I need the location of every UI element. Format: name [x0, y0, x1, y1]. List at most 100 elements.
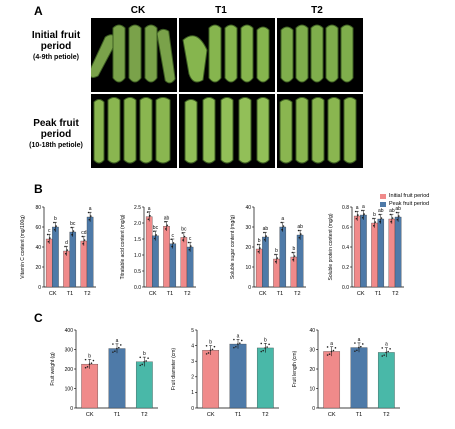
- bar: [63, 250, 70, 288]
- data-point: [143, 360, 145, 363]
- data-point: [92, 359, 95, 362]
- bar: [52, 226, 59, 288]
- y-tick-label: 0.0: [342, 285, 349, 291]
- data-point: [358, 346, 360, 349]
- data-point: [149, 214, 151, 217]
- y-tick-label: 0.2: [342, 265, 349, 271]
- data-point: [55, 225, 57, 227]
- row-label-line1: Peak fruit: [33, 118, 79, 129]
- data-point: [355, 217, 358, 220]
- data-point: [391, 217, 394, 219]
- data-point: [389, 348, 391, 350]
- data-point: [139, 364, 142, 367]
- significance-letter: a: [148, 206, 151, 212]
- y-axis-label: Titratable acid content (mg/g): [120, 214, 126, 279]
- data-point: [183, 235, 186, 238]
- data-point: [112, 351, 114, 353]
- data-point: [264, 347, 266, 349]
- data-point: [166, 224, 169, 227]
- data-point: [72, 230, 75, 232]
- data-point: [170, 238, 173, 241]
- significance-letter: b: [143, 351, 146, 357]
- x-tick-label: T1: [167, 291, 173, 297]
- y-tick-label: 0: [312, 406, 315, 412]
- y-tick-label: 0: [191, 406, 194, 412]
- data-point: [235, 345, 237, 348]
- data-point: [88, 218, 91, 221]
- data-point: [328, 353, 331, 355]
- x-tick-label: T1: [67, 291, 73, 297]
- data-point: [147, 218, 150, 221]
- data-point: [280, 221, 283, 224]
- data-point: [332, 349, 335, 352]
- data-point: [256, 243, 259, 246]
- y-axis-label: Fruit weight (g): [50, 352, 56, 386]
- data-point: [361, 343, 364, 345]
- data-point: [383, 354, 386, 356]
- data-point: [189, 245, 192, 247]
- data-point: [207, 352, 210, 354]
- significance-letter: b: [209, 340, 212, 346]
- x-tick-label: T2: [141, 412, 147, 418]
- photo-t1-peak: [179, 94, 275, 168]
- data-point: [209, 349, 212, 352]
- y-tick-label: 1.0: [134, 253, 141, 259]
- data-point: [47, 240, 50, 243]
- data-point: [147, 357, 149, 359]
- panel-label-c: C: [34, 311, 43, 325]
- bar: [69, 231, 77, 288]
- x-tick-label: CK: [149, 291, 157, 297]
- fruit-photo: [182, 24, 270, 83]
- fruit-photo: [184, 97, 270, 164]
- bar: [388, 218, 396, 288]
- data-point: [385, 351, 387, 354]
- y-tick-label: 20: [245, 245, 251, 251]
- y-tick-label: 0.4: [342, 245, 349, 251]
- panel-label-b: B: [34, 182, 43, 196]
- significance-letter: a: [281, 216, 284, 222]
- y-tick-label: 2.0: [134, 221, 141, 227]
- y-tick-label: 0.8: [342, 205, 349, 211]
- significance-letter: b: [264, 337, 267, 343]
- data-point: [53, 221, 55, 224]
- y-tick-label: 40: [309, 328, 315, 334]
- bar: [169, 243, 177, 288]
- significance-letter: ab: [378, 208, 384, 214]
- photo-column-t1: T1: [215, 5, 227, 16]
- data-point: [153, 230, 155, 233]
- data-point: [155, 234, 157, 236]
- significance-letter: bc: [181, 227, 187, 233]
- data-point: [268, 343, 270, 346]
- data-point: [146, 211, 149, 213]
- photo-column-ck: CK: [130, 5, 146, 16]
- significance-letter: bc: [153, 225, 159, 231]
- x-tick-label: T2: [262, 412, 268, 418]
- data-point: [205, 344, 208, 347]
- fruit-photo: [93, 97, 171, 164]
- data-point: [390, 220, 392, 223]
- y-tick-label: 30: [245, 225, 251, 231]
- x-tick-label: T1: [114, 412, 120, 418]
- row-label-line2: period: [40, 129, 72, 140]
- data-point: [118, 346, 120, 349]
- data-point: [164, 220, 166, 223]
- chart-legend: Initial fruit period Peak fruit period: [380, 193, 429, 209]
- data-point: [145, 360, 147, 362]
- y-tick-label: 40: [245, 205, 251, 211]
- y-tick-label: 1.5: [134, 237, 141, 243]
- data-point: [257, 250, 260, 253]
- bar: [81, 363, 99, 409]
- x-tick-label: T2: [383, 412, 389, 418]
- y-tick-label: 5: [191, 328, 194, 334]
- data-point: [292, 258, 294, 261]
- y-tick-label: 3: [191, 359, 194, 365]
- bar: [371, 222, 378, 288]
- data-point: [326, 346, 329, 348]
- significance-letter: ab: [297, 224, 303, 230]
- bar: [296, 234, 304, 288]
- bar: [135, 361, 153, 409]
- significance-letter: a: [358, 337, 361, 343]
- y-tick-label: 20: [309, 367, 315, 373]
- data-point: [381, 355, 384, 357]
